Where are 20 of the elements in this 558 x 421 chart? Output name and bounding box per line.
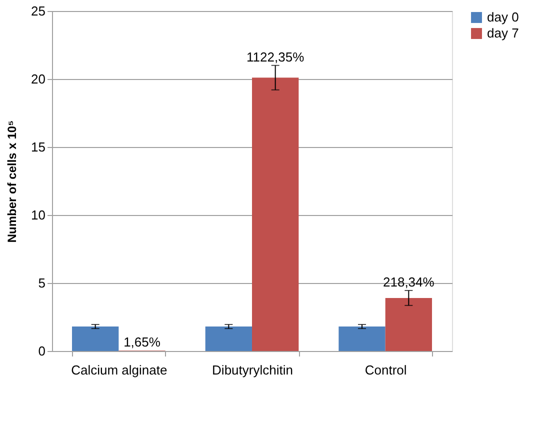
y-axis-title: Number of cells x 10⁵: [5, 120, 20, 243]
legend-label: day 7: [487, 26, 519, 40]
y-tick-label: 10: [31, 208, 46, 222]
x-tick-label: Dibutyrylchitin: [212, 362, 293, 378]
y-tick-label: 0: [38, 344, 46, 358]
bar: [252, 78, 299, 351]
bar: [205, 326, 252, 351]
x-tick-label: Calcium alginate: [71, 362, 168, 378]
bar: [72, 326, 119, 351]
y-tick-label: 25: [31, 4, 46, 18]
annotation: 1122,35%: [246, 49, 305, 64]
y-tick-label: 20: [31, 72, 46, 86]
bar: [338, 326, 386, 351]
annotation: 1,65%: [124, 334, 161, 350]
legend-label: day 0: [487, 10, 519, 24]
y-tick-label: 5: [38, 276, 46, 290]
x-tick-label: Control: [364, 362, 407, 378]
bar: [385, 298, 432, 351]
y-tick-label: 15: [31, 140, 46, 154]
annotation: 218,34%: [383, 274, 435, 290]
